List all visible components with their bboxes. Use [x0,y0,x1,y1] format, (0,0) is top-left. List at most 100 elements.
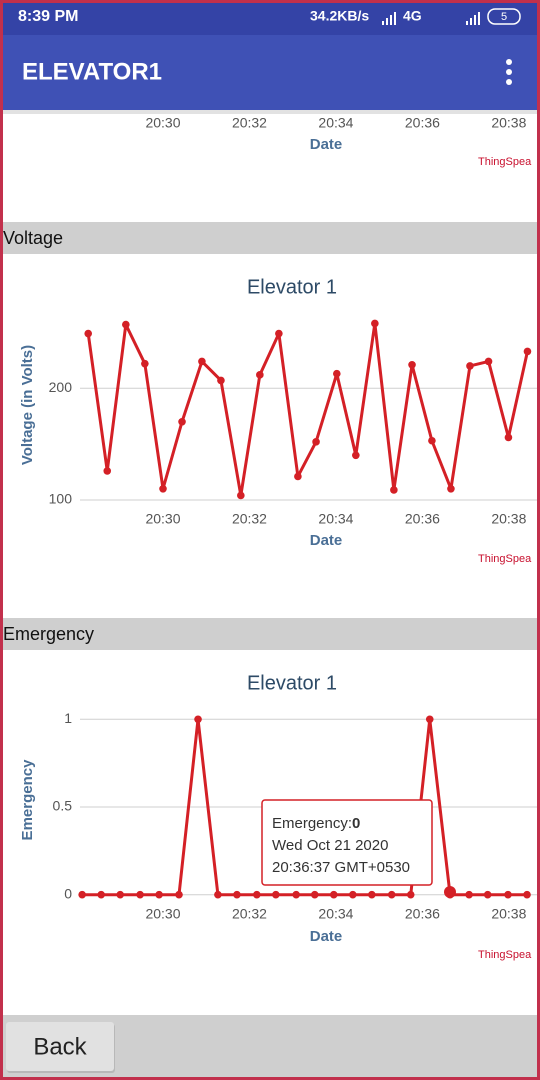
tooltip-value: 0 [352,815,360,832]
data-point [352,451,360,460]
data-point [406,890,415,899]
app-bar-shadow [0,110,540,114]
data-point [292,890,300,899]
data-point [256,371,264,379]
x-axis-label: Date [310,136,343,153]
data-point [425,715,434,724]
section-header [0,618,540,650]
y-axis-label: Voltage (in Volts) [19,345,36,465]
status-signal: 4G [403,8,422,24]
data-point [97,890,105,899]
tooltip-box [261,799,433,886]
x-axis-label: Date [310,928,343,945]
y-tick-label: 0.5 [53,798,73,814]
tooltip: Emergency:0 Wed Oct 21 2020 20:36:37 GMT… [261,799,456,898]
status-bar [0,0,540,35]
x-tick-label: 20:30 [145,115,180,131]
data-point [504,433,513,442]
x-tick-label: 20:36 [405,906,440,922]
tooltip-label: Emergency:0 [272,815,360,832]
x-tick-label: 20:34 [318,511,353,527]
data-point [272,890,280,899]
app-title: ELEVATOR1 [22,58,162,85]
x-tick-label: 20:34 [318,115,353,131]
data-point [155,890,163,899]
data-point [428,436,436,445]
data-point [217,376,225,385]
y-tick-label: 200 [49,379,73,395]
x-tick-label: 20:34 [318,906,353,922]
x-tick-label: 20:32 [232,906,267,922]
menu-button[interactable] [506,59,512,85]
data-point [329,890,338,899]
x-tick-label: 20:32 [232,115,267,131]
x-tick-label: 20:30 [145,906,180,922]
x-tick-label: 20:36 [405,511,440,527]
charts: 20:30 20:32 20:34 20:36 20:38 Date ThingSpea El… [19,115,540,961]
y-tick-label: 1 [64,710,72,726]
section-title: Emergency [3,624,94,644]
x-tick-label: 20:38 [491,906,526,922]
x-tick-label: 20:38 [491,511,526,527]
data-point [465,890,473,899]
app-bar [0,35,540,110]
data-point [447,484,455,493]
tooltip-time: 20:36:37 GMT+0530 [272,859,410,876]
data-point [387,890,396,899]
data-point [349,890,357,899]
status-battery: 5 [501,11,507,23]
x-tick-label: 20:36 [405,115,440,131]
data-point [368,890,376,899]
battery-icon [487,8,521,25]
data-point [214,890,222,899]
data-point [159,484,167,493]
data-point [141,359,149,368]
x-tick-label: 20:32 [232,511,267,527]
data-point [103,467,112,475]
data-point [233,890,241,899]
data-point [294,472,302,481]
chart-title: Elevator 1 [247,276,337,298]
data-point [84,329,93,338]
x-axis-label: Date [310,532,343,549]
section-header [0,222,540,254]
data-point [523,890,531,899]
data-point [333,369,341,378]
data-point [523,347,532,356]
section-title: Voltage [3,228,63,248]
data-point [466,362,474,370]
data-line [86,321,529,497]
tooltip-date: Wed Oct 21 2020 [272,837,388,854]
status-time: 8:39 PM [18,8,78,25]
data-point [175,890,183,899]
data-point [136,890,144,899]
x-tick-label: 20:38 [491,115,526,131]
y-axis-label: Emergency [19,759,36,841]
data-point [275,329,283,338]
data-point [312,438,320,446]
back-button[interactable] [6,1022,114,1071]
highlight-point [444,886,456,898]
data-point [122,320,130,329]
back-label[interactable]: Back [33,1033,87,1060]
data-point [371,319,379,328]
data-point [484,357,493,366]
chart-title: Elevator 1 [247,672,337,694]
data-point [310,890,319,899]
credit: ThingSpea [478,949,532,961]
credit: ThingSpea [478,553,532,565]
data-point [194,715,202,724]
signal-icon [382,12,480,25]
y-tick-label: 100 [49,491,73,507]
data-point [504,890,512,899]
x-tick-label: 20:30 [145,511,180,527]
data-point [78,890,86,899]
data-point [237,491,245,500]
credit: ThingSpea [478,156,532,168]
y-tick-label: 0 [64,885,72,901]
status-network: 34.2KB/s [310,8,369,24]
